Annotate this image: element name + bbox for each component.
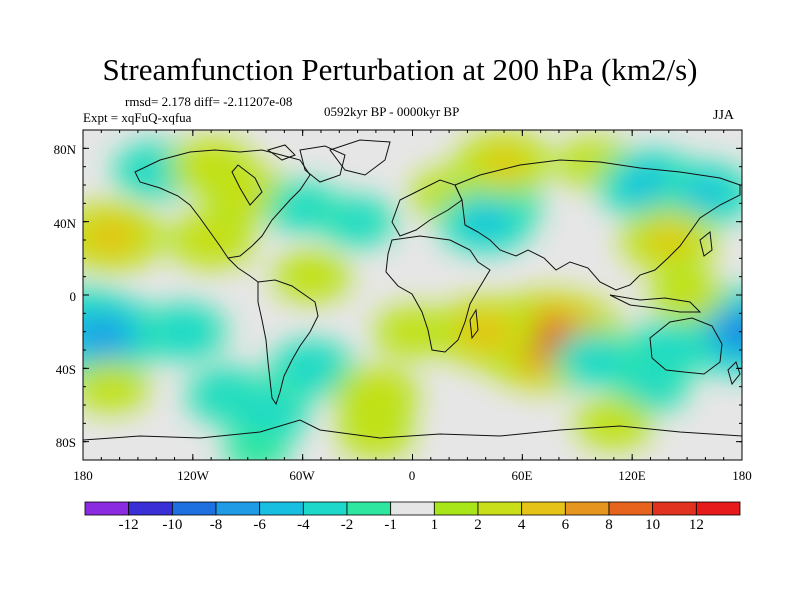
field-anomaly-34-1 [661, 277, 713, 313]
colorbar-label: -8 [209, 517, 223, 533]
y-label-40n: 40N [53, 216, 76, 231]
contour-field [83, 131, 742, 460]
field-anomaly-8-1 [178, 218, 244, 262]
field-anomaly-9-1 [277, 189, 328, 225]
field-anomaly-0-2 [83, 218, 137, 254]
x-label-180e: 180 [732, 468, 752, 483]
field-anomaly-33-1 [588, 406, 640, 441]
field-anomaly-27-1 [387, 314, 438, 349]
colorbar-swatch-2 [171, 501, 217, 516]
colorbar-label: 1 [430, 517, 439, 533]
field-anomaly-11-1 [151, 309, 216, 354]
colorbar-label: -6 [253, 517, 266, 533]
field-anomaly-25-2 [686, 181, 725, 207]
stats-label: rmsd= 2.178 diff= -2.11207e-08 [125, 94, 293, 109]
colorbar-label: -10 [162, 517, 183, 533]
field-anomaly-7-1 [215, 172, 280, 216]
field-anomaly-17-1 [350, 415, 402, 450]
colorbar-swatch-7 [390, 501, 435, 516]
x-label-120w: 120W [177, 468, 209, 483]
field-anomaly-26-2 [649, 227, 688, 253]
colorbar-swatch-6 [346, 501, 392, 516]
colorbar [84, 501, 741, 516]
colorbar-swatch-13 [652, 501, 697, 516]
experiment-label: Expt = xqFuQ-xqfua [83, 110, 192, 125]
field-anomaly-15-1 [279, 346, 345, 391]
y-label-80s: 80S [55, 435, 76, 450]
colorbar-label: -4 [297, 517, 310, 533]
colorbar-label: 8 [605, 517, 613, 533]
colorbar-label: -1 [384, 517, 397, 533]
x-label-60e: 60E [511, 468, 533, 483]
field-anomaly-4-1 [85, 369, 136, 404]
colorbar-label: 2 [474, 517, 482, 533]
field-anomaly-32-1 [625, 369, 676, 404]
field-anomaly-22-2 [484, 150, 524, 176]
season-label: JJA [713, 108, 735, 123]
y-label-eq: 0 [69, 289, 77, 304]
x-label-120e: 120E [618, 468, 646, 483]
axis-ticks [82, 129, 743, 461]
field-anomaly-10-1 [286, 259, 338, 294]
field-anomaly-18-1 [332, 204, 383, 240]
colorbar-label: 12 [688, 517, 704, 533]
colorbar-swatch-9 [477, 501, 523, 516]
plot-title: Streamfunction Perturbation at 200 hPa (… [102, 52, 698, 87]
colorbar-swatch-10 [521, 501, 566, 516]
colorbar-label: -2 [340, 517, 354, 533]
y-label-40s: 40S [55, 362, 76, 377]
colorbar-label: 10 [645, 517, 661, 533]
coastlines [83, 139, 742, 441]
x-label-60w: 60W [289, 468, 315, 483]
colorbar-swatch-3 [215, 501, 261, 516]
field-anomaly-28-5 [535, 331, 564, 350]
colorbar-swatch-0 [84, 501, 130, 516]
colorbar-swatch-1 [128, 501, 173, 516]
field-anomaly-29-2 [459, 314, 513, 350]
field-anomaly-30-1 [563, 337, 628, 381]
field-anomaly-3-3 [83, 319, 125, 351]
colorbar-label: -12 [118, 517, 139, 533]
field-anomaly-21-2 [466, 208, 505, 235]
field-anomaly-1-4 [726, 321, 742, 342]
colorbar-swatch-4 [259, 501, 304, 516]
field-anomaly-14-0 [223, 427, 290, 460]
colorbar-label: 4 [517, 517, 526, 533]
colorbar-label: 6 [561, 517, 570, 533]
field-anomaly-16-1 [343, 374, 409, 418]
x-label-180w: 180 [73, 468, 93, 483]
y-label-80n: 80N [53, 142, 76, 157]
colorbar-swatch-11 [564, 501, 610, 516]
colorbar-swatch-14 [695, 501, 741, 516]
colorbar-swatch-12 [608, 501, 654, 516]
x-label-0: 0 [408, 468, 416, 483]
colorbar-swatch-5 [302, 501, 348, 516]
colorbar-swatch-8 [433, 501, 479, 516]
period-label: 0592kyr BP - 0000kyr BP [324, 104, 460, 119]
